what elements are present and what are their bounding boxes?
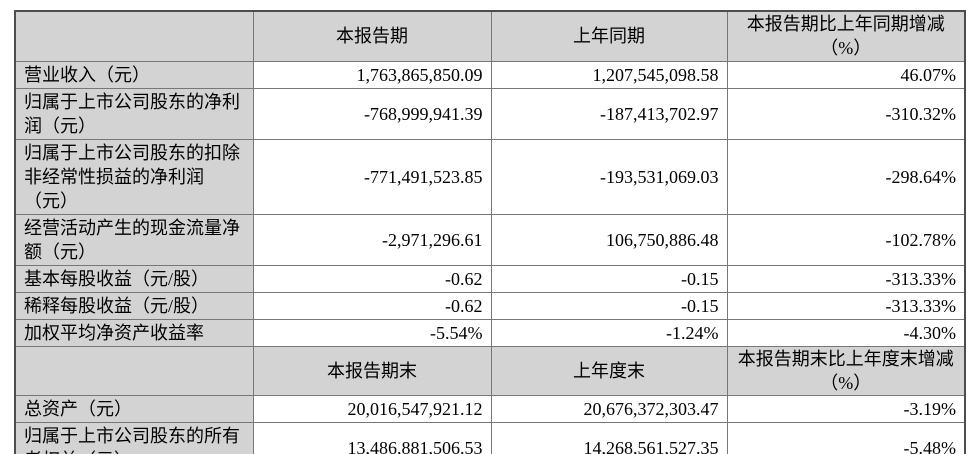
value-current-period: 20,016,547,921.12 xyxy=(252,394,492,423)
value-prior-period: -1.24% xyxy=(490,318,728,347)
table-row-weighted-avg-roe: 加权平均净资产收益率 -5.54% -1.24% -4.30% xyxy=(14,318,966,347)
table-row-diluted-eps: 稀释每股收益（元/股） -0.62 -0.15 -313.33% xyxy=(14,291,966,320)
value-current-period: 13,486,881,506.53 xyxy=(252,421,492,454)
value-current-period: 1,763,865,850.09 xyxy=(252,60,492,89)
value-current-period: -5.54% xyxy=(252,318,492,347)
value-change-percent: -4.30% xyxy=(726,318,966,347)
value-prior-period: 20,676,372,303.47 xyxy=(490,394,728,423)
table-row-basic-eps: 基本每股收益（元/股） -0.62 -0.15 -313.33% xyxy=(14,264,966,293)
row-label: 归属于上市公司股东的净利润（元） xyxy=(14,87,254,140)
table-row-total-assets: 总资产（元） 20,016,547,921.12 20,676,372,303.… xyxy=(14,394,966,423)
row-label: 经营活动产生的现金流量净额（元） xyxy=(14,213,254,266)
row-label: 归属于上市公司股东的所有者权益（元） xyxy=(14,421,254,454)
header-cell-current-period: 本报告期 xyxy=(252,10,492,62)
period-header-row: 本报告期 上年同期 本报告期比上年同期增减 （%） xyxy=(14,10,966,62)
value-current-period: -2,971,296.61 xyxy=(252,213,492,266)
value-change-percent: -3.19% xyxy=(726,394,966,423)
table-row-operating-cash-flow: 经营活动产生的现金流量净额（元） -2,971,296.61 106,750,8… xyxy=(14,213,966,266)
yearend-header-row: 本报告期末 上年度末 本报告期末比上年度末增减 （%） xyxy=(14,345,966,396)
value-change-percent: 46.07% xyxy=(726,60,966,89)
value-change-percent: -310.32% xyxy=(726,87,966,140)
financial-summary-table: 本报告期 上年同期 本报告期比上年同期增减 （%） 营业收入（元） 1,763,… xyxy=(14,10,966,454)
value-change-percent: -313.33% xyxy=(726,291,966,320)
value-prior-period: -0.15 xyxy=(490,291,728,320)
value-current-period: -768,999,941.39 xyxy=(252,87,492,140)
value-change-percent: -5.48% xyxy=(726,421,966,454)
header-cell-period-change: 本报告期比上年同期增减 （%） xyxy=(726,10,966,62)
value-change-percent: -102.78% xyxy=(726,213,966,266)
row-label: 基本每股收益（元/股） xyxy=(14,264,254,293)
row-label: 稀释每股收益（元/股） xyxy=(14,291,254,320)
value-current-period: -0.62 xyxy=(252,291,492,320)
value-prior-period: 1,207,545,098.58 xyxy=(490,60,728,89)
value-current-period: -0.62 xyxy=(252,264,492,293)
table-row-net-profit: 归属于上市公司股东的净利润（元） -768,999,941.39 -187,41… xyxy=(14,87,966,140)
header-cell-prior-period: 上年同期 xyxy=(490,10,728,62)
header-cell-empty xyxy=(14,10,254,62)
value-prior-period: -0.15 xyxy=(490,264,728,293)
header-cell-yearend-change: 本报告期末比上年度末增减 （%） xyxy=(726,345,966,396)
row-label: 营业收入（元） xyxy=(14,60,254,89)
value-change-percent: -298.64% xyxy=(726,138,966,215)
value-change-percent: -313.33% xyxy=(726,264,966,293)
value-prior-period: 106,750,886.48 xyxy=(490,213,728,266)
table-row-shareholders-equity: 归属于上市公司股东的所有者权益（元） 13,486,881,506.53 14,… xyxy=(14,421,966,454)
table-row-net-profit-excl-nonrecurring: 归属于上市公司股东的扣除非经常性损益的净利润（元） -771,491,523.8… xyxy=(14,138,966,215)
row-label: 归属于上市公司股东的扣除非经常性损益的净利润（元） xyxy=(14,138,254,215)
value-prior-period: 14,268,561,527.35 xyxy=(490,421,728,454)
value-current-period: -771,491,523.85 xyxy=(252,138,492,215)
header-cell-prior-year-end: 上年度末 xyxy=(490,345,728,396)
row-label: 总资产（元） xyxy=(14,394,254,423)
table-row-revenue: 营业收入（元） 1,763,865,850.09 1,207,545,098.5… xyxy=(14,60,966,89)
value-prior-period: -193,531,069.03 xyxy=(490,138,728,215)
row-label: 加权平均净资产收益率 xyxy=(14,318,254,347)
header-cell-current-period-end: 本报告期末 xyxy=(252,345,492,396)
header-cell-empty xyxy=(14,345,254,396)
value-prior-period: -187,413,702.97 xyxy=(490,87,728,140)
